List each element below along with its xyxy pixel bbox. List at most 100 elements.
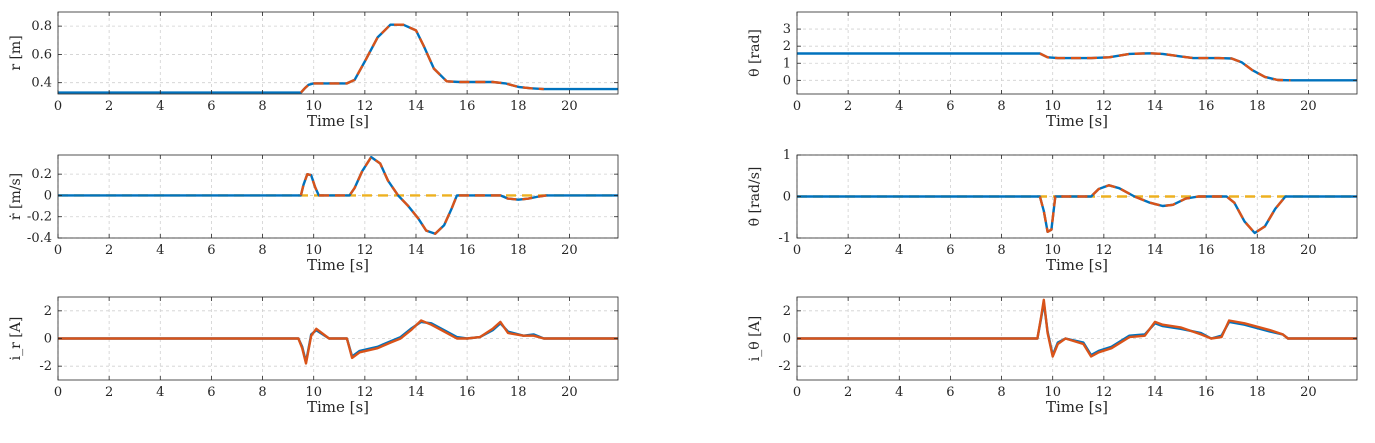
series-thetadot-2: [1038, 184, 1287, 235]
subplot-rdot: 0 2 4 6 8 10 12 14 16 18 20 -0.4 -0.2 0 0.2 Time [s] ṙ […: [8, 154, 619, 274]
x-tick-label: 12: [357, 99, 374, 114]
y-tick-label: 2: [783, 304, 791, 319]
x-tick-label: 0: [793, 243, 801, 258]
series-thetadot-1: [797, 184, 1357, 235]
x-tick-label: 10: [305, 243, 322, 258]
y-tick-label: -1: [778, 231, 791, 246]
x-tick-label: 6: [207, 385, 215, 400]
series-group: [797, 52, 1357, 82]
y-tick-label: -2: [39, 359, 52, 374]
x-tick-label: 10: [1044, 99, 1061, 114]
y-tick-label: 0: [44, 332, 52, 347]
y-axis-label: r [m]: [8, 35, 24, 70]
x-tick-label: 4: [156, 385, 164, 400]
x-tick-label: 2: [844, 385, 852, 400]
x-tick-label: 20: [1300, 385, 1317, 400]
y-tick-label: -0.2: [27, 210, 52, 225]
x-axis-label: Time [s]: [1046, 398, 1108, 416]
x-tick-label: 2: [844, 99, 852, 114]
x-tick-label: 8: [997, 243, 1005, 258]
x-tick-label: 10: [305, 99, 322, 114]
x-tick-label: 6: [946, 99, 954, 114]
x-tick-label: 4: [895, 243, 903, 258]
x-tick-label: 8: [258, 243, 266, 258]
y-tick-label: 1: [783, 148, 791, 163]
y-tick-label: 0: [44, 188, 52, 203]
series-itheta-1: [797, 298, 1357, 358]
x-tick-label: 12: [357, 243, 374, 258]
x-tick-label: 12: [1096, 385, 1113, 400]
x-tick-label: 18: [1249, 99, 1266, 114]
x-tick-label: 18: [510, 243, 527, 258]
x-tick-label: 8: [258, 385, 266, 400]
x-axis-label: Time [s]: [1046, 256, 1108, 274]
x-tick-label: 16: [459, 243, 476, 258]
y-tick-label: 2: [783, 39, 791, 54]
x-tick-label: 0: [793, 385, 801, 400]
y-axis-label: ṙ [m/s]: [8, 173, 24, 220]
x-tick-label: 4: [895, 99, 903, 114]
series-itheta-0: [797, 301, 1357, 357]
x-tick-label: 14: [408, 385, 425, 400]
x-tick-label: 2: [105, 243, 113, 258]
x-tick-label: 20: [561, 385, 578, 400]
y-tick-label: -2: [778, 359, 791, 374]
subplot-r: 0 2 4 6 8 10 12 14 16 18 20 0.4 0.6 0.8 Time [s] r [m]: [8, 11, 619, 130]
y-tick-label: 0.4: [31, 76, 52, 91]
x-tick-label: 0: [54, 243, 62, 258]
y-tick-label: 2: [44, 304, 52, 319]
x-tick-label: 2: [844, 243, 852, 258]
x-tick-label: 12: [1096, 99, 1113, 114]
x-tick-label: 8: [258, 99, 266, 114]
x-tick-label: 20: [561, 243, 578, 258]
x-tick-label: 16: [1198, 243, 1215, 258]
x-tick-label: 12: [357, 385, 374, 400]
y-tick-label: 0.2: [31, 167, 52, 182]
x-tick-label: 0: [793, 99, 801, 114]
x-tick-label: 18: [510, 99, 527, 114]
x-tick-label: 10: [305, 385, 322, 400]
x-tick-label: 2: [105, 385, 113, 400]
x-tick-label: 14: [1147, 99, 1164, 114]
series-theta-1: [1039, 52, 1291, 82]
y-tick-label: 0: [783, 332, 791, 347]
x-tick-label: 6: [207, 243, 215, 258]
x-tick-label: 6: [207, 99, 215, 114]
y-axis-label: θ̇ [rad/s]: [747, 167, 763, 227]
x-tick-label: 20: [561, 99, 578, 114]
x-tick-label: 18: [1249, 385, 1266, 400]
x-tick-label: 14: [1147, 243, 1164, 258]
x-tick-label: 14: [1147, 385, 1164, 400]
series-ir-1: [58, 319, 618, 365]
x-tick-label: 14: [408, 243, 425, 258]
y-tick-label: 0.6: [31, 47, 52, 62]
x-tick-label: 6: [946, 243, 954, 258]
x-tick-label: 8: [997, 99, 1005, 114]
x-tick-label: 16: [1198, 99, 1215, 114]
x-tick-label: 2: [105, 99, 113, 114]
y-tick-label: 1: [783, 56, 791, 71]
y-axis-label: i_r [A]: [8, 317, 24, 361]
axes-box: [796, 11, 1358, 95]
x-tick-label: 20: [1300, 99, 1317, 114]
axes-box: [57, 11, 619, 95]
series-group: [797, 184, 1357, 235]
x-tick-label: 10: [1044, 385, 1061, 400]
y-tick-label: 0.8: [31, 19, 52, 34]
y-tick-label: 3: [783, 22, 791, 37]
series-r-0: [58, 23, 618, 94]
series-group: [58, 319, 618, 365]
series-r-1: [300, 23, 544, 94]
x-tick-label: 4: [895, 385, 903, 400]
x-tick-label: 18: [1249, 243, 1266, 258]
x-tick-label: 10: [1044, 243, 1061, 258]
series-ir-0: [58, 320, 618, 364]
x-axis-label: Time [s]: [1046, 112, 1108, 130]
y-axis-label: i_θ [A]: [747, 316, 763, 361]
y-axis-label: θ [rad]: [747, 29, 763, 77]
series-group: [58, 23, 618, 94]
x-tick-label: 16: [1198, 385, 1215, 400]
